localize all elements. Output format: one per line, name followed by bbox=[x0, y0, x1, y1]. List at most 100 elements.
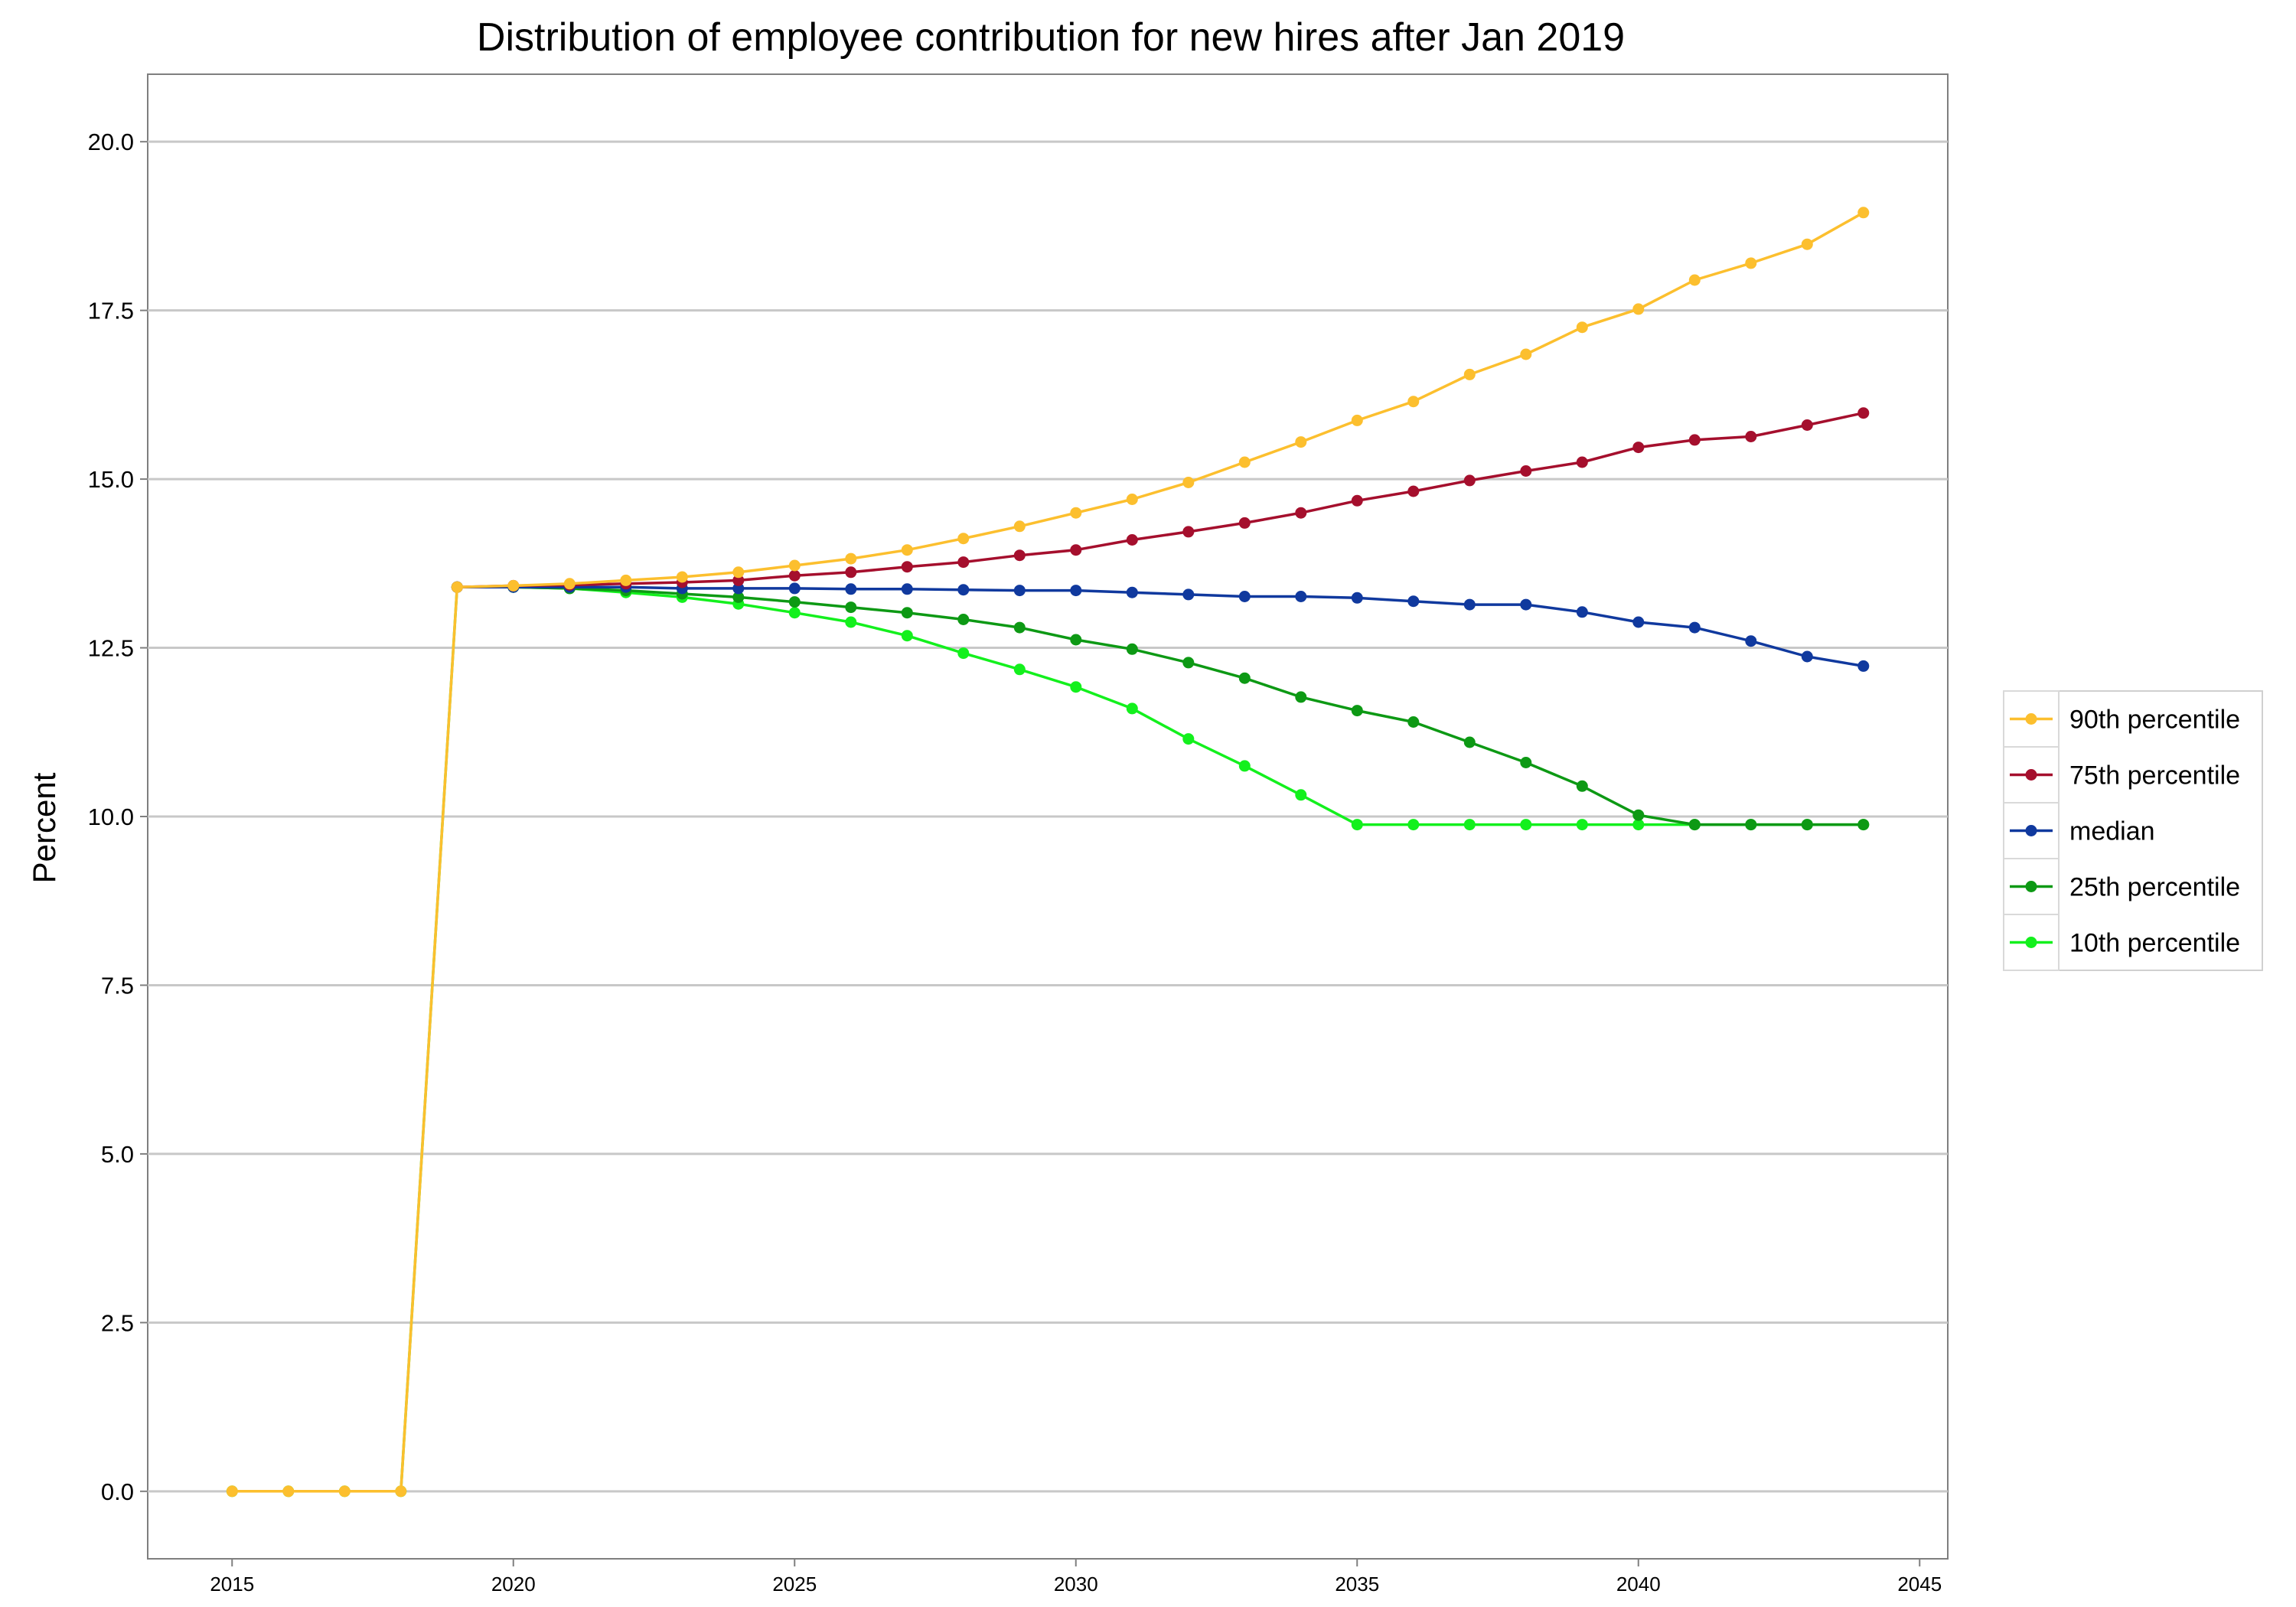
data-point bbox=[1520, 465, 1532, 477]
data-point bbox=[1688, 274, 1701, 286]
data-point bbox=[1745, 635, 1757, 647]
data-point bbox=[1407, 485, 1420, 497]
data-point bbox=[1801, 238, 1813, 250]
data-point bbox=[1182, 477, 1195, 488]
x-tick-label: 2020 bbox=[491, 1573, 536, 1596]
legend-key-point bbox=[2025, 713, 2037, 725]
data-point bbox=[1351, 819, 1363, 831]
data-point bbox=[563, 578, 576, 590]
data-point bbox=[1407, 716, 1420, 728]
data-point bbox=[1351, 592, 1363, 604]
legend-key-point bbox=[2025, 881, 2037, 892]
data-point bbox=[1745, 819, 1757, 831]
data-point bbox=[1857, 207, 1870, 219]
data-point bbox=[1070, 634, 1082, 646]
y-tick-label: 20.0 bbox=[88, 129, 134, 155]
legend-key-point bbox=[2025, 937, 2037, 948]
legend-item-median: median bbox=[2003, 802, 2155, 859]
data-point bbox=[1070, 681, 1082, 693]
chart-title: Distribution of employee contribution fo… bbox=[477, 15, 1625, 60]
data-point bbox=[1576, 780, 1588, 792]
data-point bbox=[1688, 621, 1701, 634]
data-point bbox=[620, 574, 632, 586]
data-point bbox=[1295, 789, 1307, 801]
data-point bbox=[1182, 588, 1195, 601]
data-point bbox=[1632, 303, 1645, 315]
x-tick-label: 2040 bbox=[1616, 1573, 1661, 1596]
data-point bbox=[1070, 544, 1082, 556]
data-point bbox=[1126, 534, 1138, 546]
legend-item-75th-percentile: 75th percentile bbox=[2003, 746, 2240, 804]
x-tick-label: 2025 bbox=[772, 1573, 817, 1596]
data-point bbox=[1070, 585, 1082, 597]
data-point bbox=[1126, 494, 1138, 505]
series-25th-percentile bbox=[451, 581, 1870, 831]
data-point bbox=[1238, 456, 1251, 468]
data-point bbox=[1295, 507, 1307, 519]
data-point bbox=[1520, 598, 1532, 611]
data-point bbox=[957, 556, 970, 569]
data-point bbox=[1463, 474, 1476, 487]
data-point bbox=[732, 582, 745, 595]
data-point bbox=[732, 574, 745, 586]
data-point bbox=[1745, 257, 1757, 269]
data-point bbox=[395, 1485, 407, 1498]
data-point bbox=[1576, 819, 1588, 831]
y-tick-label: 12.5 bbox=[88, 635, 134, 662]
data-point bbox=[282, 1485, 295, 1498]
data-point bbox=[1238, 517, 1251, 529]
data-point bbox=[957, 533, 970, 545]
data-point bbox=[1632, 442, 1645, 454]
legend-key-point bbox=[2025, 825, 2037, 836]
data-point bbox=[788, 559, 801, 572]
legend-label: 75th percentile bbox=[2069, 761, 2240, 790]
data-point bbox=[451, 581, 463, 593]
data-point bbox=[1126, 702, 1138, 715]
data-point bbox=[1295, 691, 1307, 703]
data-point bbox=[1463, 819, 1476, 831]
data-point bbox=[1857, 407, 1870, 419]
legend-label: 90th percentile bbox=[2069, 706, 2240, 735]
legend-item-90th-percentile: 90th percentile bbox=[2003, 690, 2240, 748]
data-point bbox=[845, 601, 857, 614]
data-point bbox=[845, 553, 857, 565]
y-axis-label: Percent bbox=[26, 772, 62, 883]
data-point bbox=[1801, 419, 1813, 431]
data-point bbox=[1407, 819, 1420, 831]
x-tick-label: 2015 bbox=[210, 1573, 254, 1596]
data-point bbox=[1013, 549, 1026, 562]
data-point bbox=[1576, 456, 1588, 468]
x-tick-label: 2035 bbox=[1335, 1573, 1379, 1596]
y-tick-label: 7.5 bbox=[101, 972, 134, 999]
data-point bbox=[1013, 621, 1026, 634]
legend-item-10th-percentile: 10th percentile bbox=[2003, 914, 2240, 971]
data-point bbox=[788, 582, 801, 595]
y-tick-label: 2.5 bbox=[101, 1309, 134, 1336]
data-point bbox=[1857, 660, 1870, 672]
data-point bbox=[1688, 819, 1701, 831]
series-line-75th-percentile bbox=[457, 411, 1864, 588]
data-point bbox=[1238, 760, 1251, 772]
y-tick-label: 0.0 bbox=[101, 1478, 134, 1505]
data-point bbox=[1351, 705, 1363, 717]
data-point bbox=[1182, 733, 1195, 745]
data-point bbox=[1182, 657, 1195, 669]
data-point bbox=[845, 616, 857, 628]
legend-label: 25th percentile bbox=[2069, 873, 2240, 902]
data-point bbox=[732, 591, 745, 603]
data-point bbox=[226, 1485, 238, 1498]
data-point bbox=[1463, 368, 1476, 380]
data-point bbox=[1182, 526, 1195, 538]
legend-key-point bbox=[2025, 769, 2037, 781]
data-point bbox=[1520, 757, 1532, 768]
data-point bbox=[1238, 672, 1251, 684]
axes: 0.0 2.5 5.0 7.5 10.0 12.5 15.0 17.5 20.0 2015 2020… bbox=[88, 129, 1942, 1596]
data-point bbox=[901, 630, 913, 642]
data-point bbox=[901, 544, 913, 556]
data-point bbox=[1463, 598, 1476, 611]
data-point bbox=[845, 566, 857, 579]
data-point bbox=[338, 1485, 351, 1498]
data-point bbox=[1238, 591, 1251, 602]
series-90th-percentile bbox=[226, 207, 1870, 1498]
